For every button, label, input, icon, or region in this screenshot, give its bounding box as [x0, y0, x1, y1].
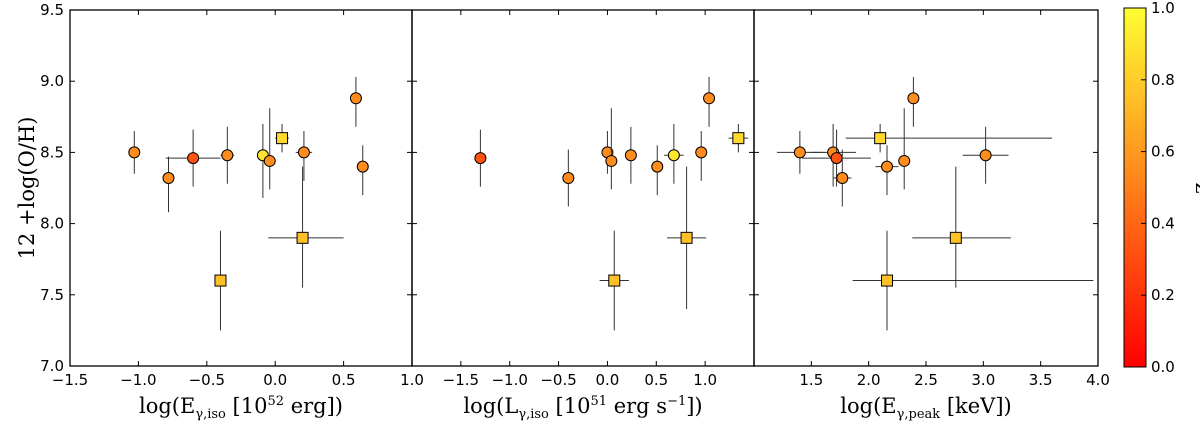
data-point-circle	[187, 152, 200, 165]
label-subscript: γ,iso	[518, 407, 549, 422]
data-point-circle	[263, 154, 276, 167]
colorbar-tick-label: 0.6	[1151, 143, 1175, 161]
colorbar-ticks: 0.0 0.2 0.4 0.6 0.8 1.0	[1141, 0, 1175, 376]
data-point-circle	[349, 92, 362, 105]
panel-E_iso: 7.0 7.5 8.0 8.5 9.0 9.5 −1.5 −1.0 −0.5 0.0 0.5 1.0 l…	[40, 1, 424, 422]
panel-L_iso: −1.5 −1.0 −0.5 0.0 0.5 1.0 log(Lγ,iso [1051 er…	[411, 9, 755, 422]
data-point-square	[680, 231, 693, 244]
data-point-circle	[356, 160, 369, 173]
x-tick-label: −0.5	[189, 371, 225, 389]
colorbar-tick-label: 0.0	[1151, 358, 1175, 376]
data-point-circle	[695, 146, 708, 159]
x-tick-label: 0.0	[263, 371, 287, 389]
x-tick-label: −0.5	[540, 371, 576, 389]
data-point-circle	[667, 149, 680, 162]
label-superscript: 52	[267, 394, 284, 409]
label-text: erg s	[607, 394, 667, 418]
data-point-square	[296, 231, 309, 244]
y-tick-label: 8.5	[40, 143, 64, 161]
y-tick-label: 9.5	[40, 1, 64, 19]
data-point-square	[881, 274, 894, 287]
plot-frame	[69, 9, 413, 367]
data-point-circle	[221, 149, 234, 162]
data-point-circle	[907, 92, 920, 105]
x-tick-label: 2.0	[857, 371, 881, 389]
label-text: [keV])	[940, 394, 1012, 418]
data-point-square	[276, 132, 289, 145]
x-tick-label: 4.0	[1086, 371, 1110, 389]
x-axis-label: log(Lγ,iso [1051 erg s−1])	[463, 394, 702, 422]
x-tick-label: 2.5	[914, 371, 938, 389]
data-points	[776, 76, 1094, 331]
plot-frame	[411, 9, 755, 367]
data-point-square	[608, 274, 621, 287]
data-point-square	[949, 231, 962, 244]
x-tick-label: 0.5	[644, 371, 668, 389]
data-point-circle	[605, 154, 618, 167]
x-tick-label: −1.5	[52, 371, 88, 389]
colorbar-tick-label: 0.2	[1151, 286, 1175, 304]
panels: 7.0 7.5 8.0 8.5 9.0 9.5 −1.5 −1.0 −0.5 0.0 0.5 1.0 l…	[40, 1, 1110, 422]
data-point-circle	[128, 146, 141, 159]
x-tick-label: −1.0	[491, 371, 527, 389]
colorbar: 0.0 0.2 0.4 0.6 0.8 1.0 z	[1123, 0, 1200, 376]
data-point-circle	[830, 152, 843, 165]
x-tick-label: 1.0	[693, 371, 717, 389]
y-tick-label: 7.0	[40, 357, 64, 375]
x-tick-label: −1.5	[443, 371, 479, 389]
data-point-circle	[162, 172, 175, 185]
data-points	[128, 76, 369, 331]
label-superscript: −1	[667, 394, 686, 409]
data-point-square	[874, 132, 887, 145]
data-point-square	[732, 132, 745, 145]
data-point-circle	[836, 172, 849, 185]
colorbar-gradient	[1123, 7, 1147, 368]
label-text: log(E	[139, 394, 195, 418]
label-text: ])	[686, 394, 702, 418]
x-axis-label: log(Eγ,peak [keV])	[840, 394, 1011, 422]
x-tick-label: 3.0	[971, 371, 995, 389]
data-point-square	[214, 274, 227, 287]
x-tick-label: 3.5	[1029, 371, 1053, 389]
label-text: log(E	[840, 394, 896, 418]
y-tick-label: 9.0	[40, 72, 64, 90]
label-text: erg])	[284, 394, 343, 418]
label-text: [10	[226, 394, 268, 418]
x-tick-label: −1.0	[120, 371, 156, 389]
label-superscript: 51	[590, 394, 607, 409]
data-point-circle	[979, 149, 992, 162]
plot-frame	[753, 9, 1099, 367]
data-point-circle	[562, 172, 575, 185]
y-axis-label: 12 +log(O/H)	[15, 117, 39, 260]
x-tick-label: 0.5	[332, 371, 356, 389]
x-axis-label: log(Eγ,iso [1052 erg])	[139, 394, 343, 422]
x-tick-label: 1.5	[799, 371, 823, 389]
y-tick-label: 8.0	[40, 215, 64, 233]
colorbar-tick-label: 0.4	[1151, 214, 1175, 232]
data-point-circle	[793, 146, 806, 159]
data-point-circle	[898, 154, 911, 167]
label-text: log(L	[463, 394, 518, 418]
data-point-circle	[881, 160, 894, 173]
data-point-circle	[703, 92, 716, 105]
y-tick-label: 7.5	[40, 286, 64, 304]
panel-E_peak: 1.5 2.0 2.5 3.0 3.5 4.0 log(Eγ,peak [keV])	[753, 9, 1110, 422]
data-point-circle	[474, 152, 487, 165]
data-point-circle	[624, 149, 637, 162]
label-subscript: γ,peak	[897, 407, 941, 422]
data-point-circle	[297, 146, 310, 159]
data-point-circle	[651, 160, 664, 173]
x-tick-label: 0.0	[595, 371, 619, 389]
colorbar-label: z	[1191, 182, 1200, 193]
label-text: [10	[549, 394, 591, 418]
x-tick-label: 1.0	[400, 371, 424, 389]
data-points	[474, 76, 749, 331]
label-subscript: γ,iso	[195, 407, 226, 422]
colorbar-tick-label: 0.8	[1151, 71, 1175, 89]
colorbar-tick-label: 1.0	[1151, 0, 1175, 17]
